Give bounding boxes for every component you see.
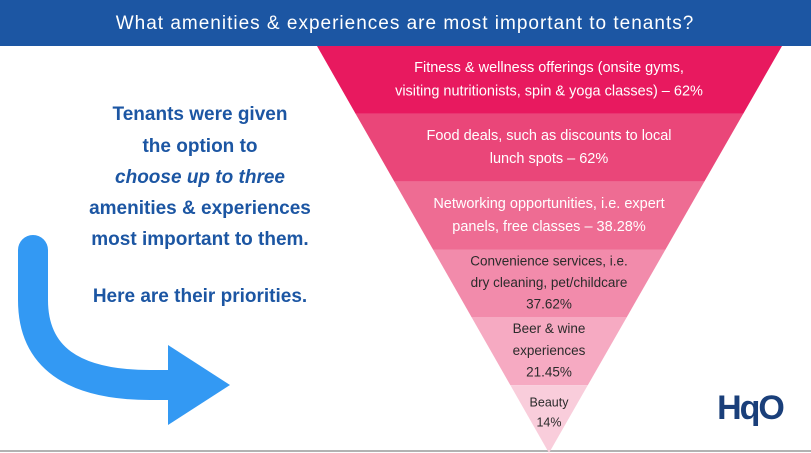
- funnel-level: [471, 317, 627, 386]
- funnel-level: [317, 46, 782, 114]
- funnel-level: [355, 113, 744, 182]
- funnel-label: Food deals, such as discounts to local: [426, 128, 671, 144]
- funnel-level: [510, 385, 588, 453]
- funnel-label: Networking opportunities, i.e. expert: [433, 196, 664, 212]
- arrow-head: [168, 345, 230, 425]
- logo: HqO: [717, 389, 784, 427]
- funnel-label: 37.62%: [526, 297, 572, 312]
- funnel-label: experiences: [513, 343, 586, 358]
- funnel-label: visiting nutritionists, spin & yoga clas…: [395, 83, 703, 99]
- funnel-label: lunch spots – 62%: [490, 151, 609, 167]
- funnel-label: 21.45%: [526, 364, 572, 379]
- arrow-shaft: [18, 235, 190, 400]
- header-band: [0, 0, 811, 46]
- funnel-label: Beer & wine: [513, 321, 586, 336]
- funnel-label: Fitness & wellness offerings (onsite gym…: [414, 60, 684, 76]
- funnel-level: [433, 249, 666, 318]
- funnel-level: [394, 181, 705, 250]
- intro-line: amenities & experiences: [89, 198, 311, 219]
- intro-line: most important to them.: [91, 229, 308, 250]
- funnel-label: Beauty: [530, 395, 570, 409]
- intro-line: the option to: [142, 136, 257, 157]
- intro-line: Here are their priorities.: [93, 286, 307, 307]
- intro-line: Tenants were given: [113, 104, 288, 125]
- intro-line: choose up to three: [115, 167, 285, 188]
- funnel-label: dry cleaning, pet/childcare: [471, 275, 628, 290]
- header-title: What amenities & experiences are most im…: [116, 13, 695, 34]
- funnel-label: 14%: [536, 415, 561, 429]
- funnel-label: panels, free classes – 38.28%: [452, 219, 646, 235]
- funnel-label: Convenience services, i.e.: [470, 253, 628, 268]
